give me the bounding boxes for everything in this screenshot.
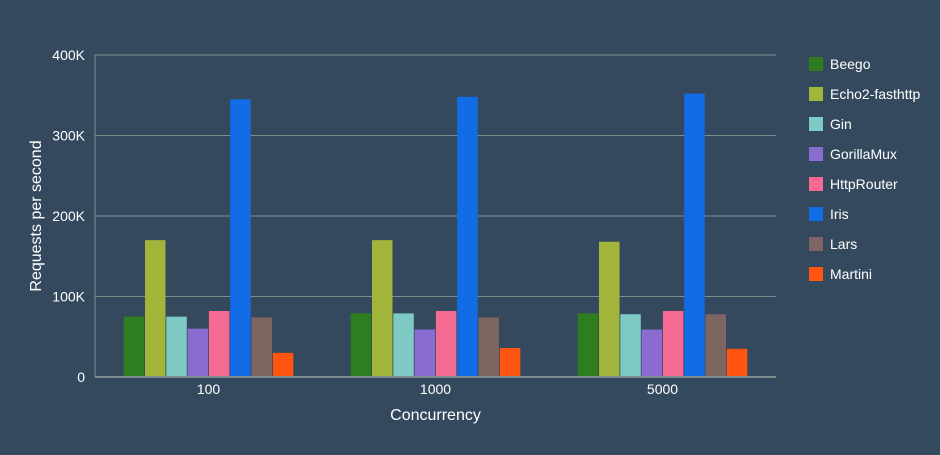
bar-echo2-fasthttp-1000 bbox=[372, 240, 393, 377]
x-tick-label: 5000 bbox=[647, 381, 678, 397]
legend-label: Gin bbox=[830, 116, 852, 132]
bar-beego-1000 bbox=[350, 313, 372, 377]
y-axis-title: Requests per second bbox=[28, 140, 45, 291]
bar-httprouter-5000 bbox=[662, 310, 684, 377]
legend-item: Martini bbox=[809, 266, 872, 282]
bar-echo2-fasthttp-5000 bbox=[599, 241, 620, 377]
bar-martini-100 bbox=[272, 352, 294, 377]
legend-swatch bbox=[809, 87, 823, 101]
y-tick-label: 0 bbox=[77, 369, 85, 385]
legend-item: HttpRouter bbox=[809, 176, 898, 192]
legend-item: Beego bbox=[809, 56, 871, 72]
legend-item: GorillaMux bbox=[809, 146, 897, 162]
y-tick-label: 100K bbox=[52, 289, 85, 305]
legend-swatch bbox=[809, 267, 823, 281]
bar-httprouter-1000 bbox=[435, 310, 457, 377]
legend-item: Echo2-fasthttp bbox=[809, 86, 920, 102]
bar-iris-100 bbox=[230, 99, 251, 378]
legend-item: Gin bbox=[809, 116, 852, 132]
axes bbox=[94, 55, 776, 378]
bar-lars-1000 bbox=[478, 317, 499, 377]
bar-beego-5000 bbox=[577, 313, 599, 377]
bar-martini-1000 bbox=[499, 348, 521, 377]
bar-httprouter-100 bbox=[208, 310, 230, 377]
bar-echo2-fasthttp-100 bbox=[145, 240, 166, 377]
legend-swatch bbox=[809, 177, 823, 191]
x-tick-label: 1000 bbox=[420, 381, 451, 397]
y-axis-ticks: 0 100K 200K 300K 400K bbox=[52, 47, 85, 385]
bar-martini-5000 bbox=[726, 348, 748, 377]
legend-label: GorillaMux bbox=[830, 146, 897, 162]
x-axis-title: Concurrency bbox=[390, 407, 481, 424]
legend-label: Lars bbox=[830, 236, 857, 252]
y-tick-label: 400K bbox=[52, 47, 85, 63]
bar-gin-5000 bbox=[620, 314, 641, 377]
legend-label: Iris bbox=[830, 206, 849, 222]
legend-swatch bbox=[809, 237, 823, 251]
legend-swatch bbox=[809, 147, 823, 161]
legend-item: Iris bbox=[809, 206, 849, 222]
bar-gin-1000 bbox=[393, 313, 414, 377]
legend-label: Echo2-fasthttp bbox=[830, 86, 920, 102]
bar-gorillamux-1000 bbox=[414, 329, 436, 377]
x-tick-label: 100 bbox=[197, 381, 221, 397]
y-tick-label: 300K bbox=[52, 128, 85, 144]
bar-gorillamux-5000 bbox=[641, 329, 663, 377]
bar-gin-100 bbox=[166, 316, 187, 377]
legend-label: Martini bbox=[830, 266, 872, 282]
y-tick-label: 200K bbox=[52, 208, 85, 224]
bars bbox=[123, 93, 748, 378]
legend-label: Beego bbox=[830, 56, 871, 72]
x-axis-ticks: 100 1000 5000 bbox=[197, 381, 678, 397]
legend-swatch bbox=[809, 207, 823, 221]
legend-item: Lars bbox=[809, 236, 857, 252]
gridlines bbox=[95, 54, 776, 297]
legend-label: HttpRouter bbox=[830, 176, 898, 192]
bar-iris-1000 bbox=[457, 96, 478, 378]
bar-beego-100 bbox=[123, 316, 145, 377]
legend-swatch bbox=[809, 57, 823, 71]
bar-lars-5000 bbox=[705, 314, 726, 377]
bar-gorillamux-100 bbox=[187, 328, 209, 377]
legend-swatch bbox=[809, 117, 823, 131]
legend: Beego Echo2-fasthttp Gin GorillaMux HttpRout… bbox=[809, 56, 920, 282]
bar-lars-100 bbox=[251, 317, 272, 377]
bar-iris-5000 bbox=[684, 93, 705, 377]
